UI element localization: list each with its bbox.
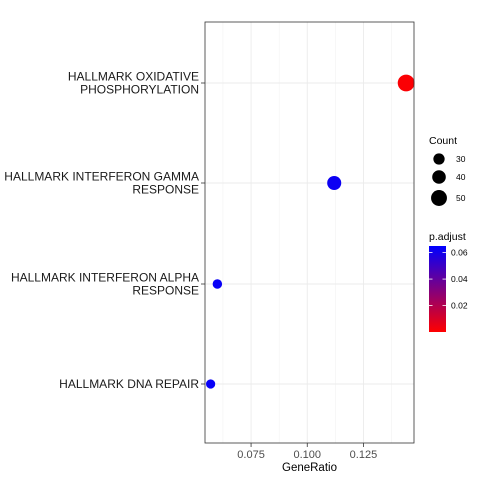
x-axis-ticks: 0.075 0.100 0.125 bbox=[237, 443, 377, 461]
y-tick-label: PHOSPHORYLATION bbox=[80, 83, 199, 97]
data-point bbox=[397, 74, 415, 92]
y-tick-label: RESPONSE bbox=[132, 183, 199, 197]
y-tick-label: RESPONSE bbox=[132, 284, 199, 298]
p-adjust-legend-label: 0.02 bbox=[451, 301, 468, 311]
y-tick-label: HALLMARK DNA REPAIR bbox=[59, 377, 199, 391]
x-tick-label: 0.100 bbox=[293, 449, 321, 461]
x-tick-label: 0.125 bbox=[350, 449, 378, 461]
count-legend-label: 50 bbox=[456, 193, 466, 203]
data-points bbox=[206, 74, 415, 389]
p-adjust-legend-title: p.adjust bbox=[429, 231, 466, 243]
data-point bbox=[327, 175, 342, 191]
count-legend-key bbox=[431, 190, 447, 206]
p-adjust-legend: p.adjust 0.06 0.04 0.02 bbox=[429, 231, 468, 332]
count-legend-key bbox=[432, 170, 446, 184]
y-tick-label: HALLMARK OXIDATIVE bbox=[68, 70, 199, 84]
panel-background bbox=[205, 22, 414, 443]
count-legend-title: Count bbox=[429, 135, 457, 147]
y-tick-label: HALLMARK INTERFERON ALPHA bbox=[11, 271, 199, 285]
count-legend-label: 30 bbox=[456, 154, 466, 164]
data-point bbox=[206, 379, 216, 389]
data-point bbox=[212, 279, 223, 289]
count-legend-key bbox=[433, 153, 445, 165]
x-tick-label: 0.075 bbox=[237, 449, 265, 461]
y-tick-label: HALLMARK INTERFERON GAMMA bbox=[4, 170, 199, 184]
p-adjust-legend-label: 0.04 bbox=[451, 274, 468, 284]
grid-lines bbox=[205, 22, 414, 443]
p-adjust-colorbar bbox=[429, 246, 446, 332]
panel-border bbox=[204, 21, 415, 444]
p-adjust-legend-label: 0.06 bbox=[451, 248, 468, 258]
count-legend-label: 40 bbox=[456, 172, 466, 182]
count-legend: Count 30 40 50 bbox=[429, 135, 466, 206]
x-axis-title: GeneRatio bbox=[282, 462, 337, 474]
